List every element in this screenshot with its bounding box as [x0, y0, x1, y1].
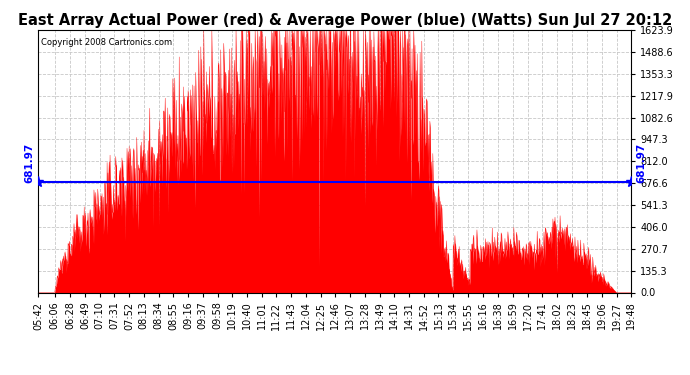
Text: 681.97: 681.97	[24, 143, 34, 183]
Text: Copyright 2008 Cartronics.com: Copyright 2008 Cartronics.com	[41, 38, 172, 47]
Text: 681.97: 681.97	[637, 143, 647, 183]
Text: East Array Actual Power (red) & Average Power (blue) (Watts) Sun Jul 27 20:12: East Array Actual Power (red) & Average …	[18, 13, 672, 28]
